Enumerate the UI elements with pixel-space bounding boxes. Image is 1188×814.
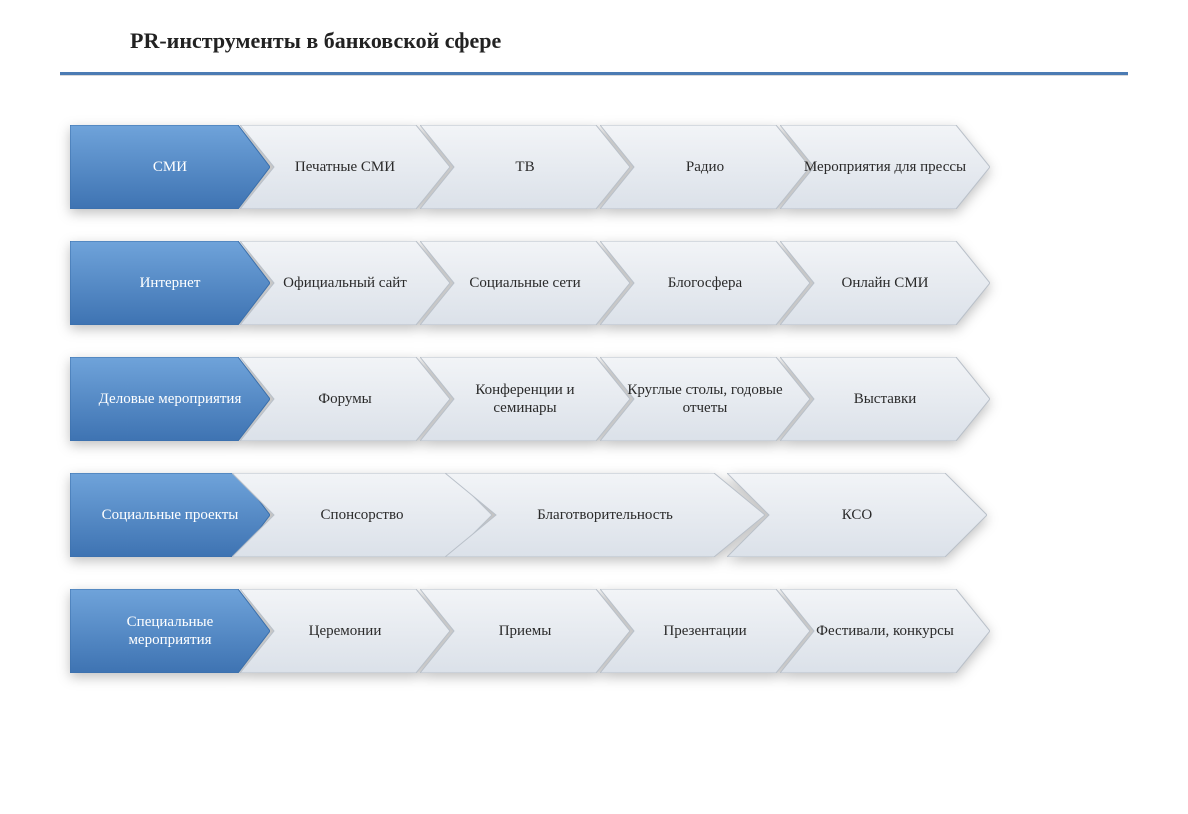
row-head-label: Деловые мероприятия [99, 390, 242, 408]
row-item-label: Церемонии [309, 622, 382, 640]
chevron-row: Социальные проекты Спонсорство Благотвор… [70, 473, 1118, 557]
row-item-label: Конференции и семинары [443, 381, 608, 417]
chevron-row: Специальные мероприятия Церемонии Приемы… [70, 589, 1118, 673]
row-item-label: Радио [686, 158, 724, 176]
chevron-row: СМИ Печатные СМИ ТВ Радио Мероприятия дл… [70, 125, 1118, 209]
row-item-label: Круглые столы, годовые отчеты [623, 381, 788, 417]
row-item: ТВ [420, 125, 630, 209]
row-item: Официальный сайт [240, 241, 450, 325]
row-item: Благотворительность [445, 473, 765, 557]
row-item: Круглые столы, годовые отчеты [600, 357, 810, 441]
row-item-label: Благотворительность [537, 506, 673, 524]
row-item: Конференции и семинары [420, 357, 630, 441]
row-item-label: ТВ [515, 158, 534, 176]
page-title: PR-инструменты в банковской сфере [60, 20, 1128, 72]
row-item: Фестивали, конкурсы [780, 589, 990, 673]
chevron-row: Интернет Официальный сайт Социальные сет… [70, 241, 1118, 325]
title-rule [60, 72, 1128, 75]
row-item: Мероприятия для прессы [780, 125, 990, 209]
row-item-label: КСО [842, 506, 872, 524]
row-item-label: Блогосфера [668, 274, 742, 292]
row-item-label: Форумы [318, 390, 372, 408]
row-item: Церемонии [240, 589, 450, 673]
row-item: КСО [727, 473, 987, 557]
row-item: Презентации [600, 589, 810, 673]
row-item: Форумы [240, 357, 450, 441]
row-item-label: Выставки [854, 390, 917, 408]
row-item: Социальные сети [420, 241, 630, 325]
row-head-label: Специальные мероприятия [92, 613, 248, 649]
row-item: Печатные СМИ [240, 125, 450, 209]
row-head-label: Социальные проекты [102, 506, 239, 524]
row-item-label: Фестивали, конкурсы [816, 622, 954, 640]
row-item-label: Мероприятия для прессы [804, 158, 966, 176]
row-item: Радио [600, 125, 810, 209]
diagram-container: СМИ Печатные СМИ ТВ Радио Мероприятия дл… [60, 125, 1128, 673]
row-item: Онлайн СМИ [780, 241, 990, 325]
row-item: Блогосфера [600, 241, 810, 325]
chevron-row: Деловые мероприятия Форумы Конференции и… [70, 357, 1118, 441]
row-item-label: Презентации [663, 622, 746, 640]
row-item: Выставки [780, 357, 990, 441]
row-item: Приемы [420, 589, 630, 673]
row-head-label: Интернет [140, 274, 201, 292]
row-item-label: Онлайн СМИ [842, 274, 929, 292]
row-head-label: СМИ [153, 158, 187, 176]
row-item-label: Социальные сети [469, 274, 580, 292]
row-item-label: Официальный сайт [283, 274, 407, 292]
row-item-label: Печатные СМИ [295, 158, 395, 176]
row-item-label: Спонсорство [321, 506, 404, 524]
row-item-label: Приемы [499, 622, 552, 640]
